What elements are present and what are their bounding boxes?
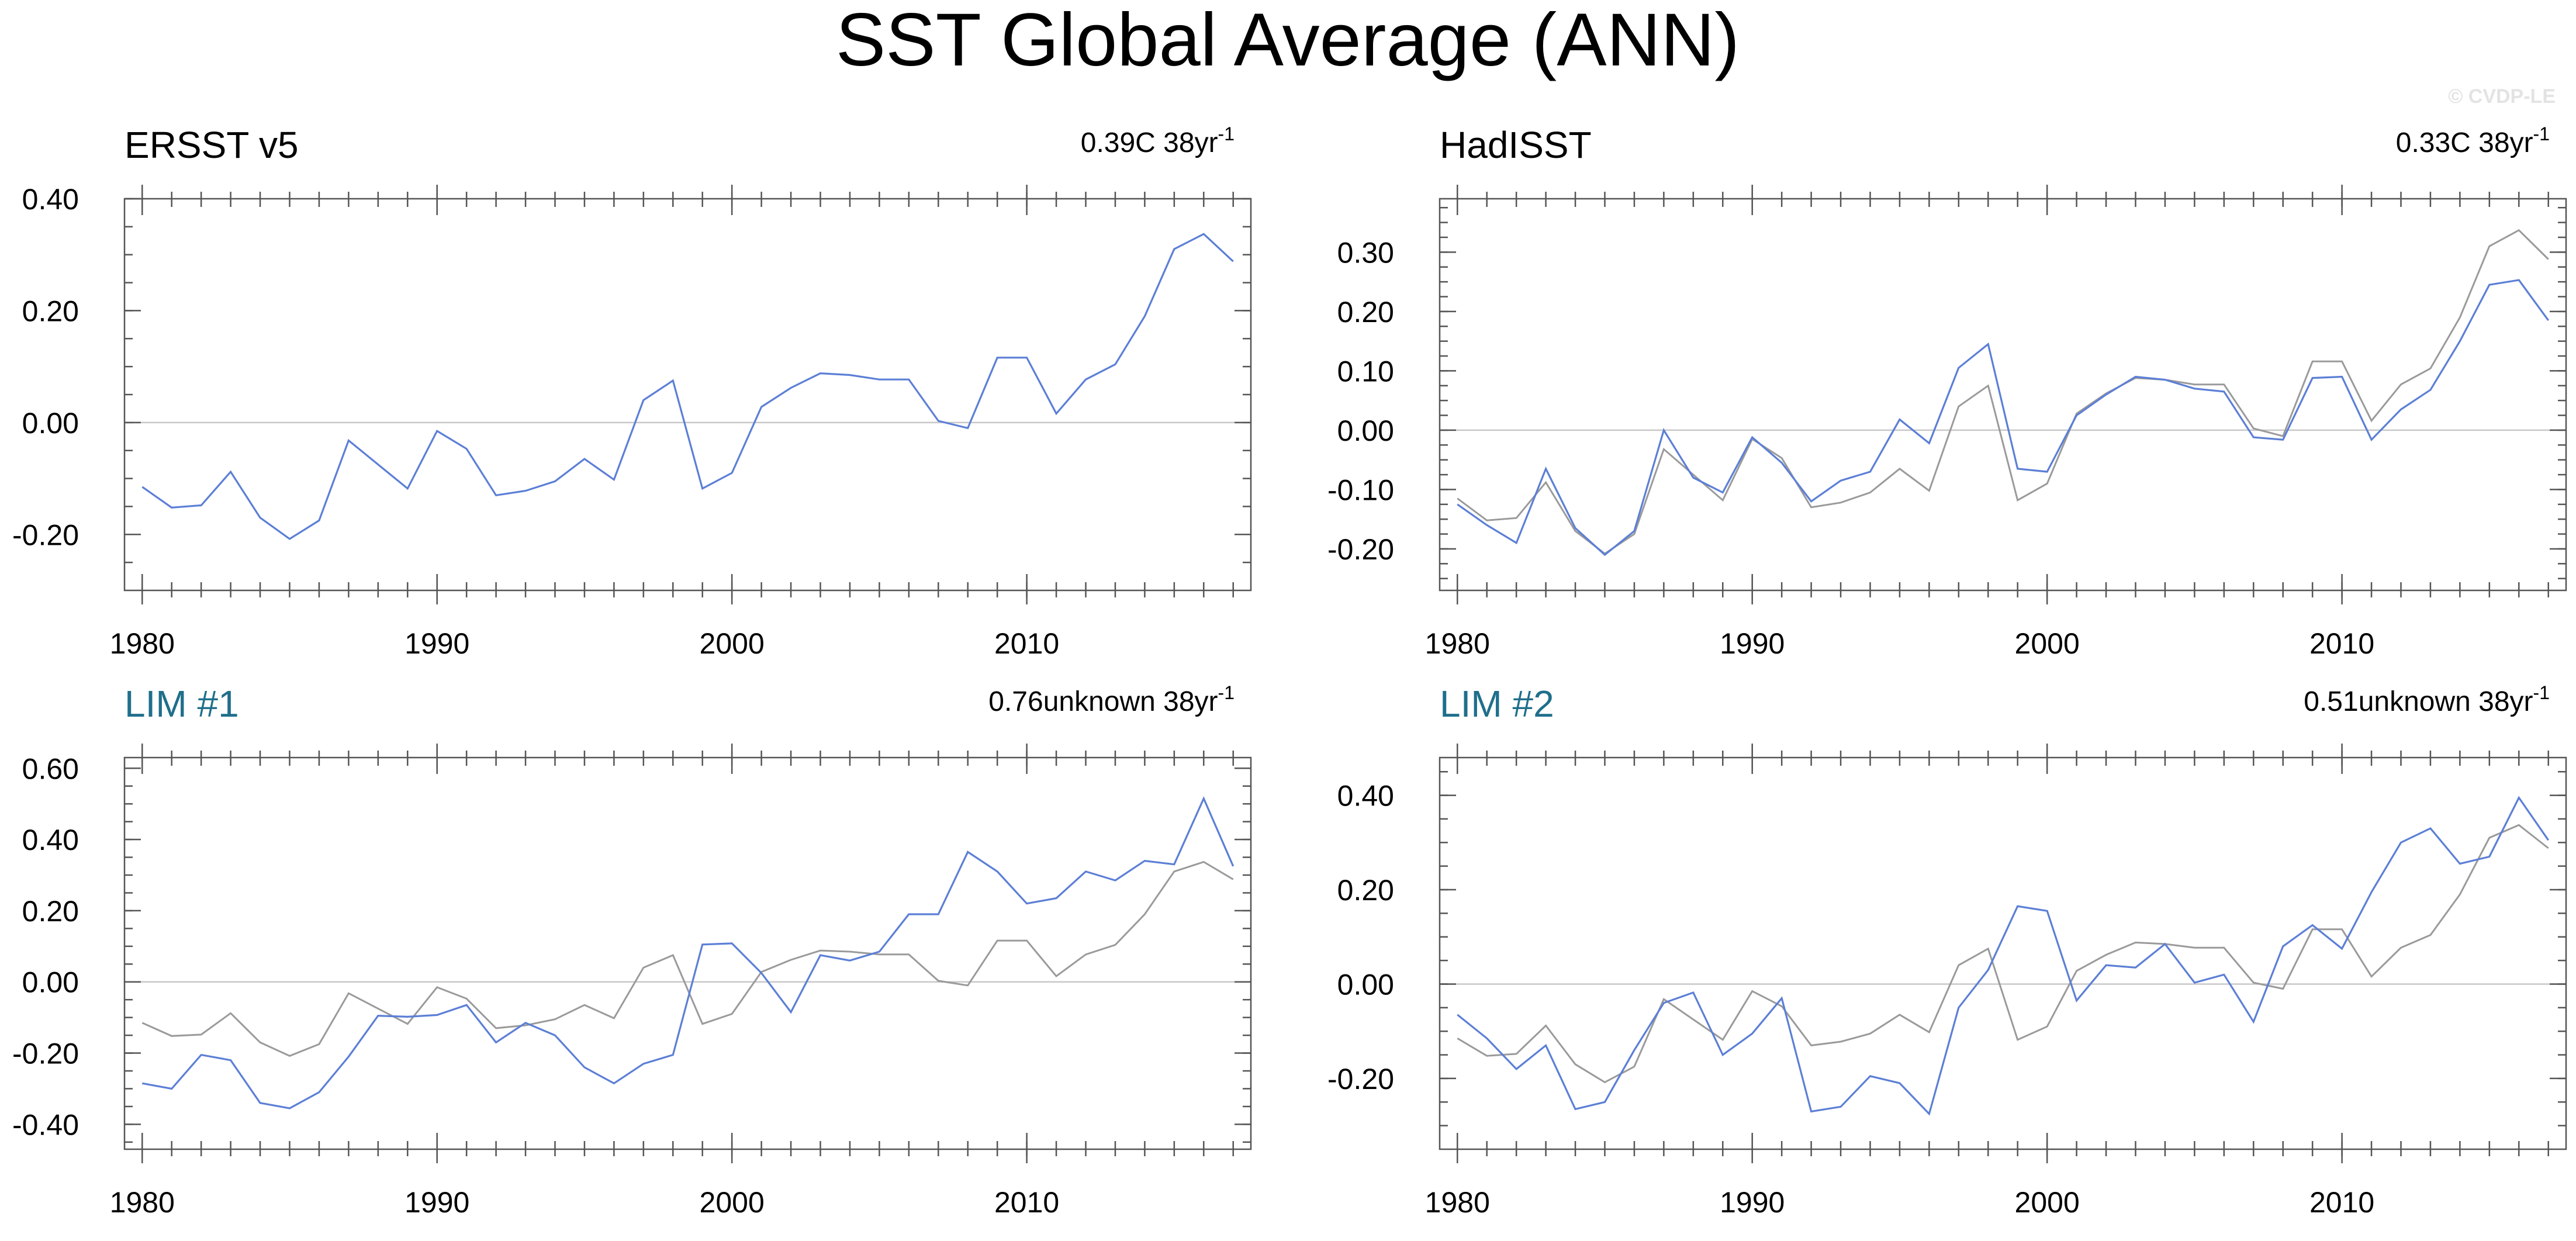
y-tick-label: 0.10 <box>1337 355 1394 388</box>
plot-frame <box>1439 198 2567 592</box>
trend-label: 0.51unknown 38yr-1 <box>2304 682 2550 717</box>
x-tick-label: 1990 <box>404 1186 469 1219</box>
figure-title: SST Global Average (ANN) <box>836 0 1740 82</box>
y-tick-label: 0.30 <box>1337 236 1394 269</box>
panel-title: HadISST <box>1440 124 1592 166</box>
y-tick-label: 0.40 <box>1337 780 1394 813</box>
panel-lim-2: -0.20 0.00 0.20 0.40 1980 1990 2000 2010 LIM #2 0… <box>1327 682 2567 1219</box>
y-tick-label: 0.40 <box>22 183 79 216</box>
trend-value: 0.39C 38yr <box>1081 127 1218 158</box>
trend-value: 0.51unknown 38yr <box>2304 686 2533 717</box>
x-tick-label: 2010 <box>2309 627 2374 660</box>
trend-exponent: -1 <box>2533 123 2550 144</box>
panel-title: ERSST v5 <box>125 124 299 166</box>
trend-value: 0.76unknown 38yr <box>988 686 1218 717</box>
y-tick-label: -0.20 <box>12 518 79 551</box>
plot-frame <box>123 756 1252 1150</box>
x-tick-label: 1990 <box>404 627 469 660</box>
y-tick-label: 0.20 <box>1337 296 1394 329</box>
trend-label: 0.33C 38yr-1 <box>2396 123 2550 158</box>
watermark: © CVDP-LE <box>2448 85 2556 108</box>
y-tick-label: 0.20 <box>1337 874 1394 907</box>
y-tick-label: 0.00 <box>1337 968 1394 1001</box>
panel-title: LIM #2 <box>1440 683 1554 725</box>
y-tick-label: 0.20 <box>22 295 79 327</box>
series-line-main <box>1457 796 2550 1116</box>
series-line-observed <box>141 860 1234 1057</box>
x-tick-label: 1980 <box>110 1186 175 1219</box>
panel-ersst-v5: -0.20 0.00 0.20 0.40 1980 1990 2000 2010 ERSST v… <box>12 123 1252 660</box>
plot-frame <box>123 198 1252 592</box>
y-tick-label: -0.20 <box>12 1038 79 1070</box>
trend-value: 0.33C 38yr <box>2396 127 2533 158</box>
panel-lim-1: -0.40 -0.20 0.00 0.20 0.40 0.60 1980 1990 2000 20… <box>12 682 1252 1219</box>
y-tick-label: -0.10 <box>1327 473 1394 506</box>
x-tick-label: 2000 <box>700 627 765 660</box>
x-tick-label: 2000 <box>700 1186 765 1219</box>
y-tick-label: -0.20 <box>1327 1063 1394 1095</box>
series-line-observed <box>1457 229 2549 555</box>
y-tick-label: 0.00 <box>1337 414 1394 447</box>
series-line-main <box>1457 279 2549 556</box>
panel-title: LIM #1 <box>125 683 239 725</box>
x-tick-label: 2010 <box>2309 1186 2374 1219</box>
x-tick-label: 2000 <box>2015 1186 2080 1219</box>
y-tick-label: 0.00 <box>22 407 79 440</box>
series-line-main <box>142 796 1235 1109</box>
x-tick-label: 1990 <box>1720 627 1785 660</box>
y-tick-label: -0.20 <box>1327 533 1394 566</box>
series-line-main <box>141 233 1234 540</box>
x-tick-label: 1980 <box>110 627 175 660</box>
x-tick-label: 1980 <box>1425 627 1490 660</box>
x-tick-label: 2010 <box>994 627 1059 660</box>
series-line-observed <box>1457 824 2549 1084</box>
y-tick-label: -0.40 <box>12 1108 79 1141</box>
x-tick-label: 2000 <box>2015 627 2080 660</box>
trend-label: 0.76unknown 38yr-1 <box>988 682 1235 717</box>
panels-container: -0.20 0.00 0.20 0.40 1980 1990 2000 2010 ERSST v… <box>12 123 2567 1219</box>
panel-hadisst: -0.20 -0.10 0.00 0.10 0.20 0.30 1980 1990 2000 20… <box>1327 123 2567 660</box>
y-tick-label: 0.60 <box>22 752 79 785</box>
y-tick-label: 0.00 <box>22 966 79 999</box>
x-tick-label: 1980 <box>1425 1186 1490 1219</box>
trend-exponent: -1 <box>1218 682 1235 703</box>
trend-exponent: -1 <box>2533 682 2550 703</box>
plot-frame <box>1439 756 2567 1150</box>
x-tick-label: 1990 <box>1720 1186 1785 1219</box>
trend-label: 0.39C 38yr-1 <box>1081 123 1235 158</box>
y-tick-label: 0.40 <box>22 824 79 856</box>
y-tick-label: 0.20 <box>22 895 79 928</box>
x-tick-label: 2010 <box>994 1186 1059 1219</box>
trend-exponent: -1 <box>1218 123 1235 144</box>
